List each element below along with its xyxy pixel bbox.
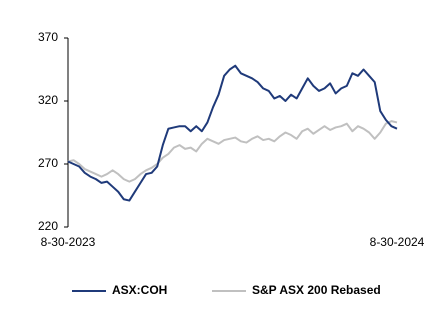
y-tick-label: 270 <box>38 156 58 170</box>
legend-label: ASX:COH <box>112 283 167 297</box>
legend-label: S&P ASX 200 Rebased <box>252 283 381 297</box>
y-tick-label: 320 <box>38 93 58 107</box>
y-tick-label: 370 <box>38 30 58 44</box>
series-line <box>67 120 398 183</box>
series-line <box>67 64 398 202</box>
x-tick-label: 8-30-2023 <box>41 235 96 249</box>
y-tick-label: 220 <box>38 219 58 233</box>
x-tick-label: 8-30-2024 <box>370 235 425 249</box>
